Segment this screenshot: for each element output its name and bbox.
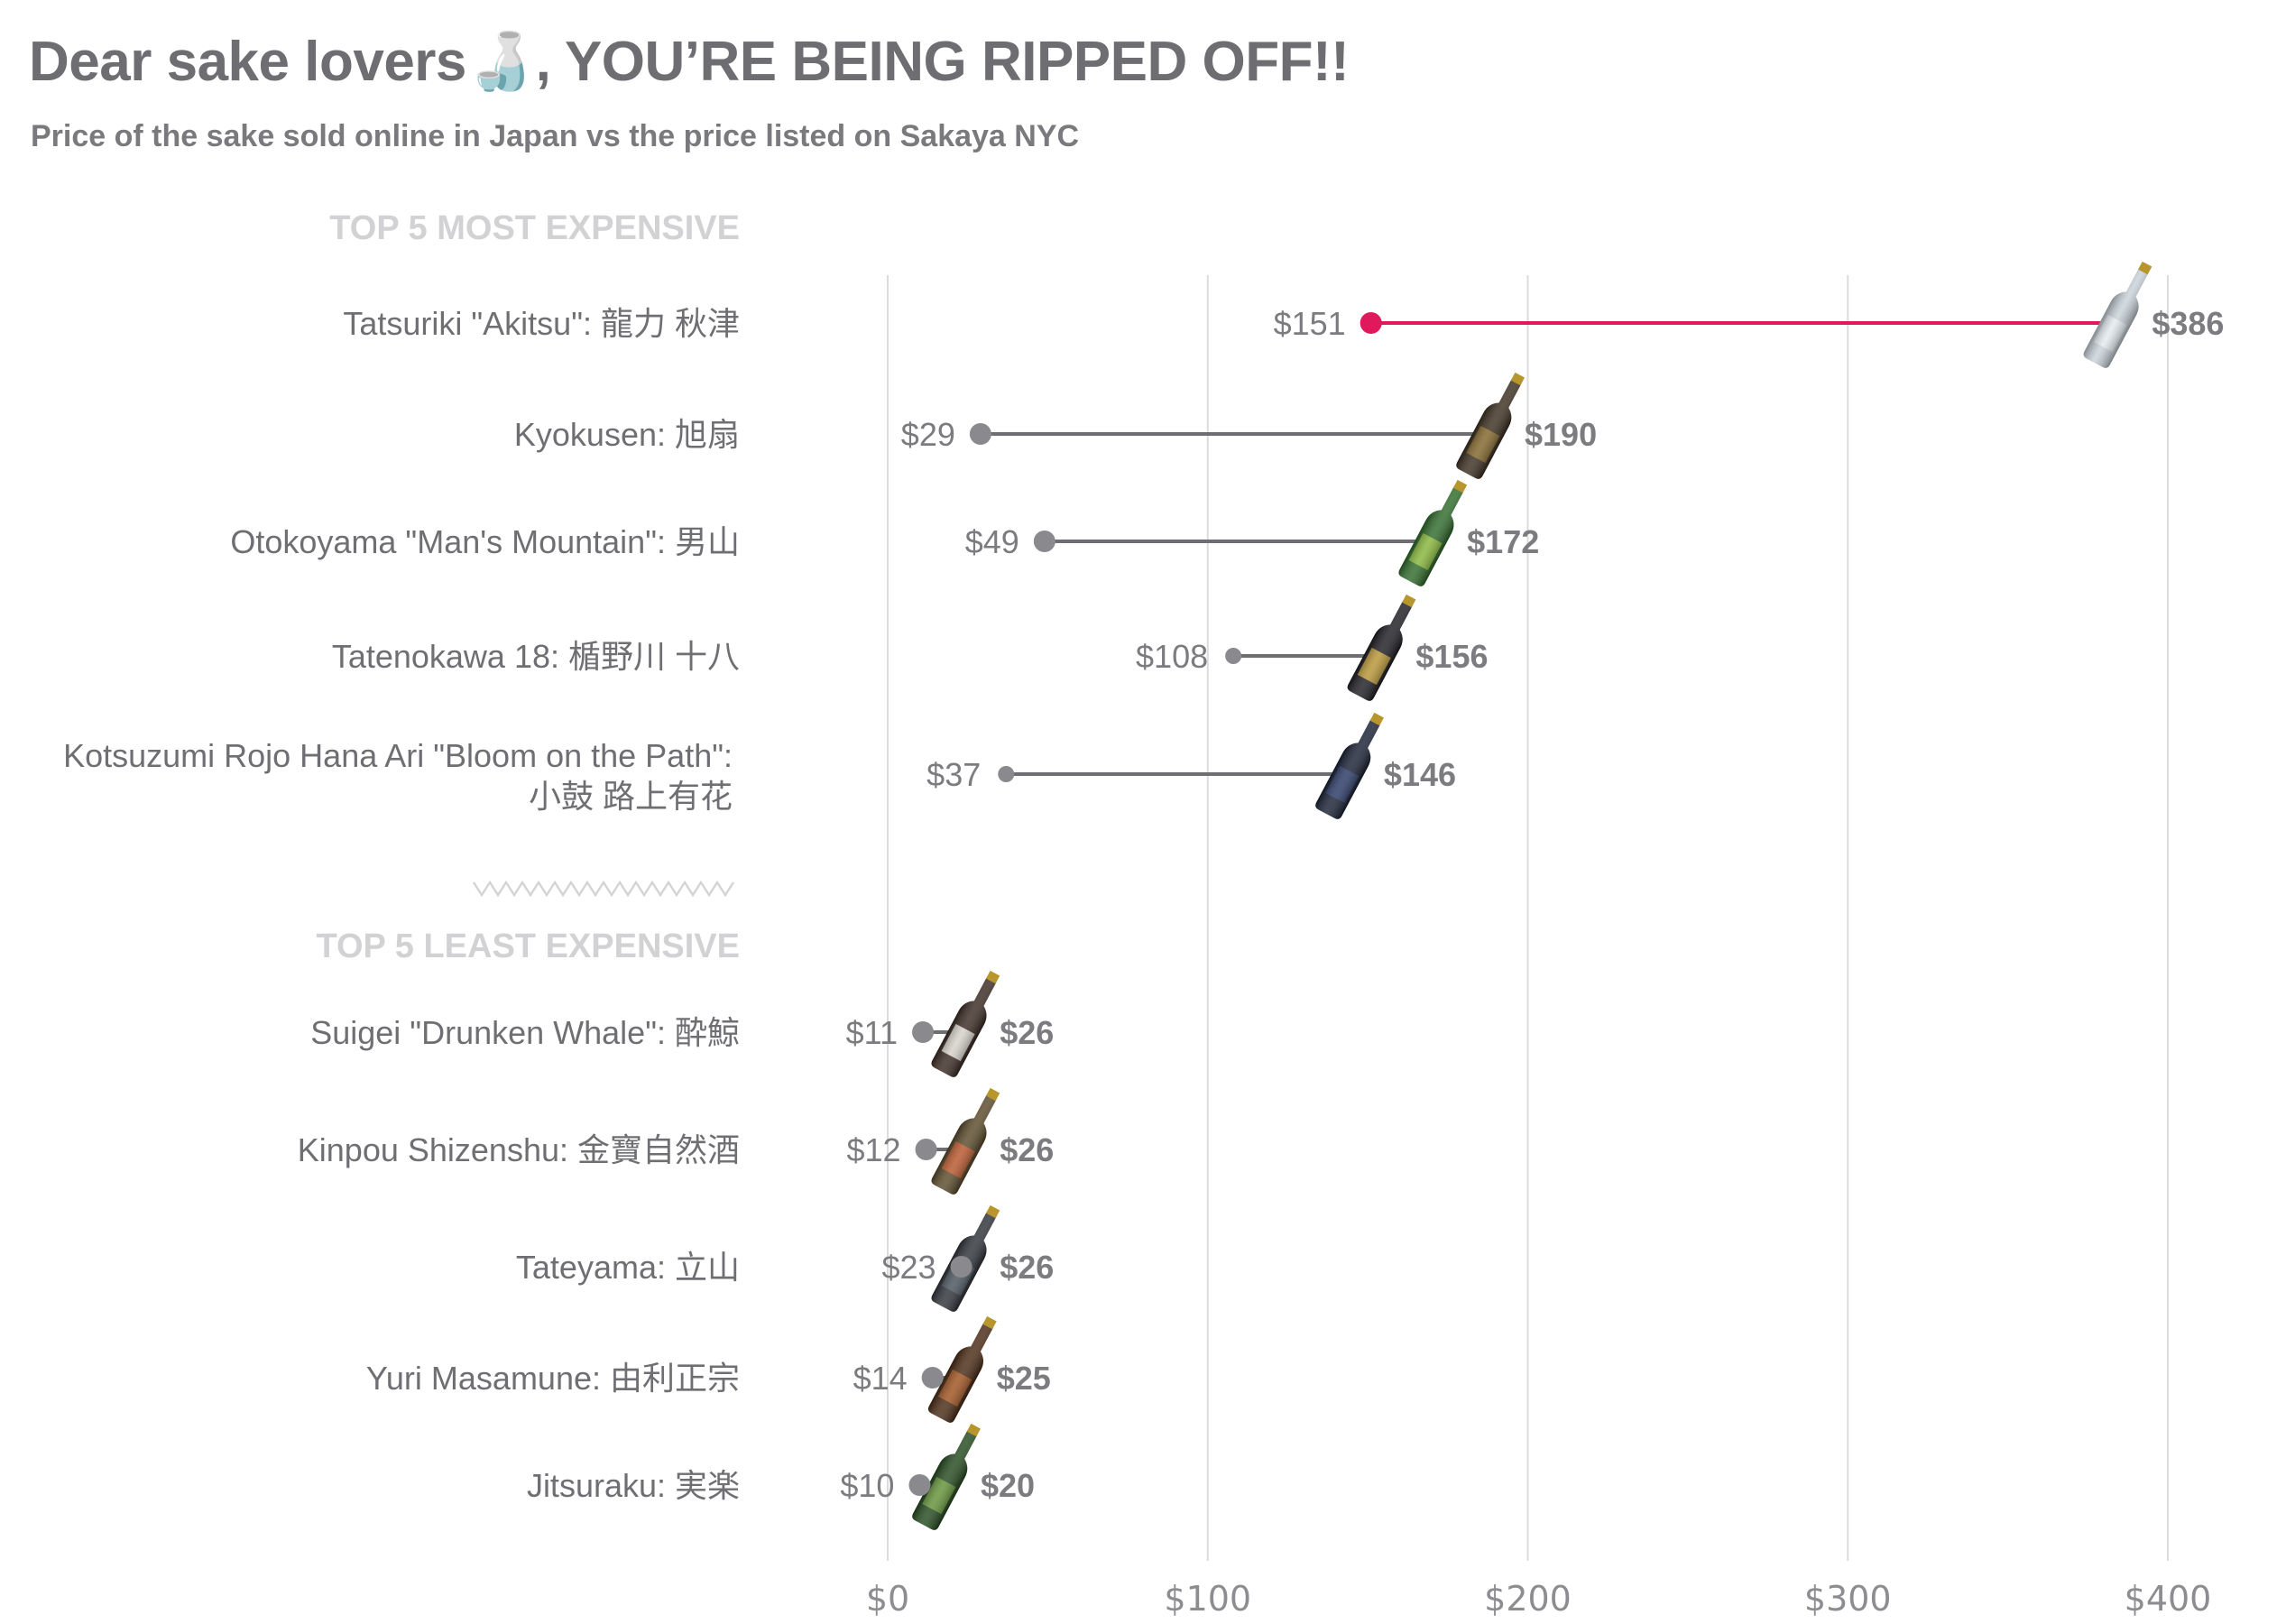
sake-bottle-icon xyxy=(931,970,1000,1077)
low-price-label: $14 xyxy=(853,1360,908,1397)
bottle-shading xyxy=(1347,600,1413,701)
category-label: Kyokusen: 旭扇 xyxy=(514,416,740,453)
low-price-label: $23 xyxy=(882,1249,936,1286)
category-label: Yuri Masamune: 由利正宗 xyxy=(366,1360,740,1397)
section-label: TOP 5 LEAST EXPENSIVE xyxy=(316,927,740,965)
category-label-line2: 小鼓 路上有花 xyxy=(529,778,733,815)
sake-bottle-icon xyxy=(931,1087,1000,1195)
low-price-label: $10 xyxy=(840,1467,894,1504)
chart-title: Dear sake lovers🍶, YOU’RE BEING RIPPED O… xyxy=(29,31,1350,93)
high-price-label: $172 xyxy=(1467,523,1539,560)
bottle-cap xyxy=(985,1087,1000,1102)
x-tick-label: $200 xyxy=(1484,1579,1572,1619)
bottle-cap xyxy=(1452,479,1468,494)
x-tick-label: $300 xyxy=(1804,1579,1892,1619)
bottle-shading xyxy=(927,1322,993,1423)
category-label: Kinpou Shizenshu: 金寶自然酒 xyxy=(298,1131,740,1168)
bottle-shading xyxy=(931,976,997,1077)
bottle-cap xyxy=(1369,712,1384,726)
chart-rows: $151 $386 $29 $190 $49 $172 $108 $156 $37 $146 $11… xyxy=(840,261,2224,1530)
bottle-cap xyxy=(985,1204,1000,1219)
bottle-cap xyxy=(1510,372,1526,386)
sake-bottle-icon xyxy=(1347,594,1416,701)
bottle-shading xyxy=(1456,378,1522,479)
sake-bottle-icon xyxy=(912,1423,981,1530)
low-price-dot xyxy=(950,1256,972,1278)
low-price-label: $108 xyxy=(1136,638,1208,675)
x-tick-label: $400 xyxy=(2125,1579,2212,1619)
x-axis-ticks: $0 $100 $200 $300 $400 xyxy=(866,1579,2212,1619)
sake-bottle-icon xyxy=(931,1204,1000,1312)
bottle-cap xyxy=(982,1315,997,1330)
bottle-shading xyxy=(1398,485,1464,586)
sake-bottle-icon xyxy=(1456,372,1526,479)
low-price-dot xyxy=(912,1021,935,1043)
category-label: Tateyama: 立山 xyxy=(516,1249,740,1286)
low-price-label: $11 xyxy=(846,1014,898,1051)
low-price-dot xyxy=(998,766,1015,782)
low-price-dot xyxy=(1225,648,1242,664)
low-price-label: $37 xyxy=(926,756,981,793)
low-price-dot xyxy=(915,1139,937,1160)
category-label: Tatsuriki "Akitsu": 龍力 秋津 xyxy=(343,305,740,342)
sake-bottle-icon xyxy=(2083,261,2152,368)
category-labels: TOP 5 MOST EXPENSIVE Tatsuriki "Akitsu": … xyxy=(63,209,740,1504)
bottle-shading xyxy=(912,1429,978,1530)
x-tick-label: $0 xyxy=(866,1579,909,1619)
bottle-shading xyxy=(931,1093,997,1195)
sake-bottle-icon xyxy=(1398,479,1468,586)
low-price-dot xyxy=(969,423,991,445)
category-label: Kotsuzumi Rojo Hana Ari "Bloom on the Pa… xyxy=(63,737,733,774)
bottle-shading xyxy=(2083,267,2149,368)
high-price-label: $146 xyxy=(1384,756,1456,793)
high-price-label: $26 xyxy=(1000,1014,1054,1051)
high-price-label: $20 xyxy=(981,1467,1035,1504)
high-price-label: $25 xyxy=(997,1360,1051,1397)
high-price-label: $190 xyxy=(1525,416,1597,453)
high-price-label: $26 xyxy=(1000,1131,1054,1168)
section-divider xyxy=(472,880,735,898)
bottle-shading xyxy=(1315,718,1381,819)
sake-bottle-icon xyxy=(927,1315,997,1423)
bottle-cap xyxy=(1402,594,1416,608)
low-price-dot xyxy=(921,1367,944,1389)
low-price-dot xyxy=(908,1474,931,1496)
bottle-cap xyxy=(2138,261,2152,275)
bottle-cap xyxy=(966,1423,981,1437)
sake-bottle-icon xyxy=(1315,712,1384,819)
gridlines xyxy=(887,275,2169,1561)
chart-subtitle: Price of the sake sold online in Japan v… xyxy=(31,119,1080,153)
category-label: Jitsuraku: 実楽 xyxy=(527,1467,740,1504)
low-price-label: $12 xyxy=(846,1131,900,1168)
low-price-label: $29 xyxy=(901,416,955,453)
bottle-cap xyxy=(985,970,1000,984)
low-price-label: $49 xyxy=(965,523,1019,560)
category-label: Suigei "Drunken Whale": 酔鯨 xyxy=(310,1014,740,1051)
high-price-label: $386 xyxy=(2152,305,2224,342)
section-label: TOP 5 MOST EXPENSIVE xyxy=(329,209,740,247)
category-label: Otokoyama "Man's Mountain": 男山 xyxy=(230,523,740,560)
low-price-label: $151 xyxy=(1274,305,1346,342)
x-tick-label: $100 xyxy=(1164,1579,1251,1619)
high-price-label: $156 xyxy=(1415,638,1488,675)
category-label: Tatenokawa 18: 楯野川 十八 xyxy=(332,638,740,675)
low-price-dot xyxy=(1033,531,1055,552)
high-price-label: $26 xyxy=(1000,1249,1054,1286)
low-price-dot xyxy=(1360,312,1382,334)
